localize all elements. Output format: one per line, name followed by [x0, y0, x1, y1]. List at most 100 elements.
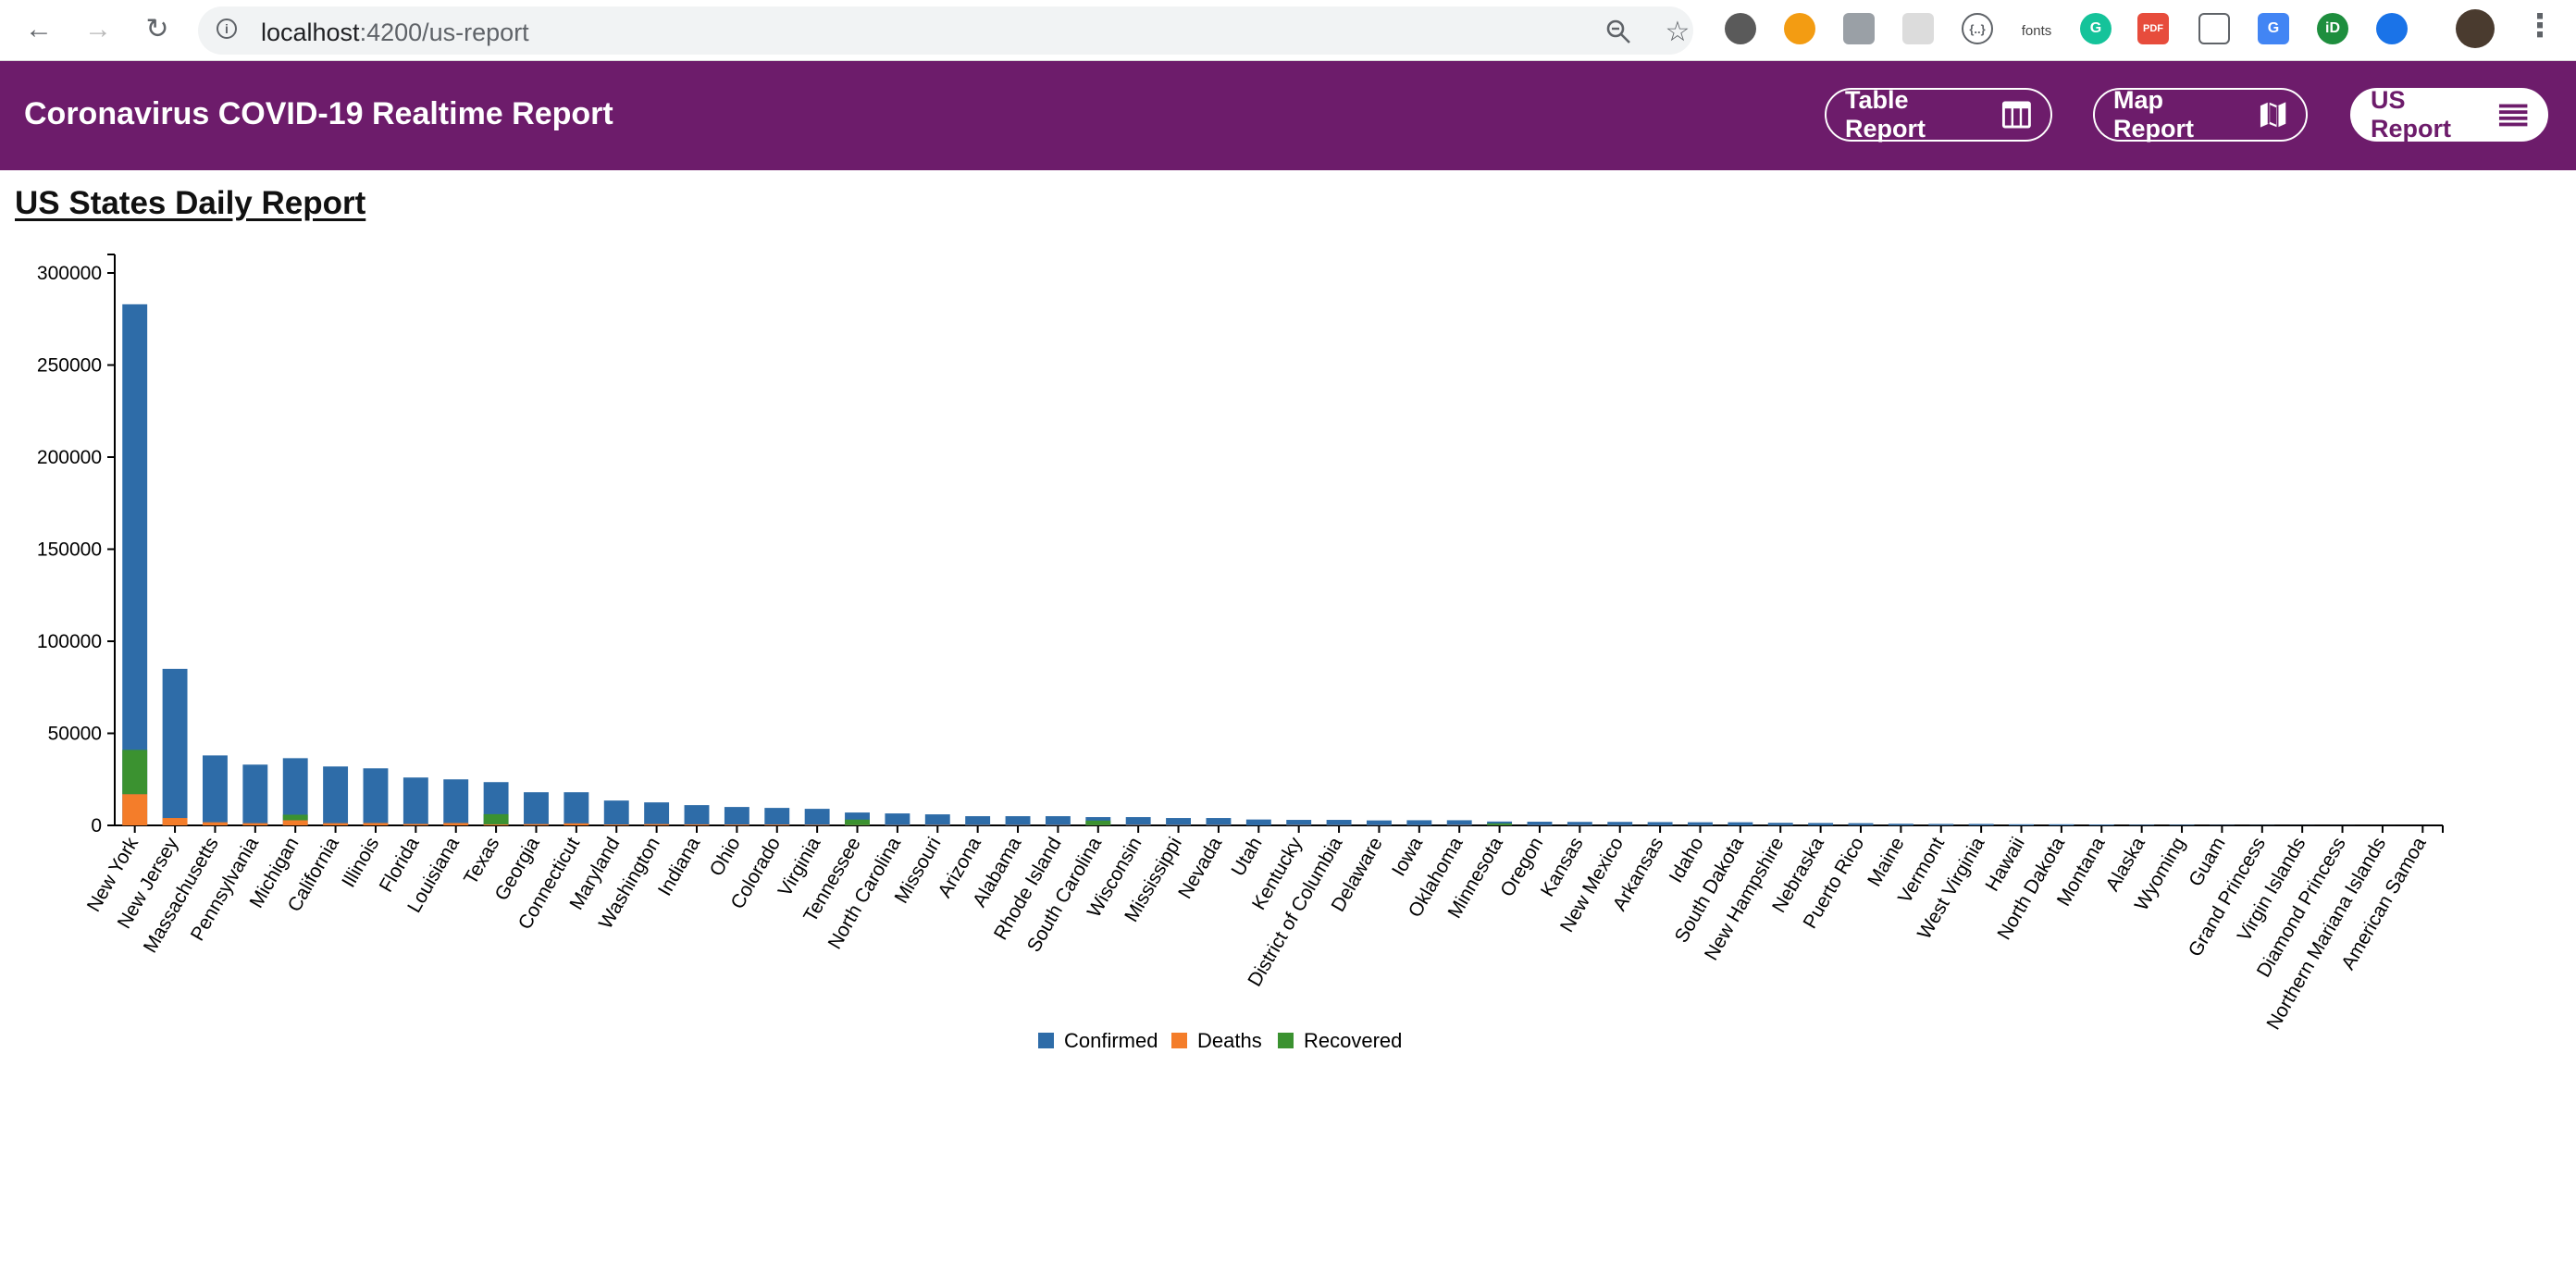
bar-deaths [564, 823, 589, 825]
bar-confirmed [1888, 824, 1913, 825]
bar-confirmed [1567, 822, 1592, 825]
bar-recovered [483, 813, 509, 824]
globe-extension-icon[interactable] [2376, 13, 2408, 44]
bar-confirmed [965, 816, 991, 825]
url-text[interactable]: localhost:4200/us-report [261, 19, 529, 47]
legend-swatch-confirmed [1038, 1033, 1054, 1048]
y-tick-label: 100000 [37, 631, 102, 652]
eyedropper-extension-icon[interactable] [2198, 13, 2230, 44]
bar-confirmed [885, 813, 910, 825]
bar-deaths [122, 794, 148, 825]
us-report-button[interactable]: US Report [2350, 86, 2548, 143]
bar-confirmed [282, 758, 308, 825]
bar-confirmed [443, 779, 469, 825]
bar-confirmed [1527, 822, 1553, 825]
forward-arrow-icon[interactable]: → [84, 14, 112, 44]
zoom-icon[interactable] [1603, 16, 1634, 47]
extension-circle-icon[interactable] [1725, 13, 1756, 44]
json-extension-icon[interactable]: {..} [1962, 13, 1993, 44]
y-tick-label: 150000 [37, 539, 102, 561]
menu-icon [2498, 104, 2528, 127]
bar-confirmed [524, 792, 549, 825]
bookmark-star-icon[interactable]: ☆ [1665, 16, 1690, 47]
bar-deaths [644, 824, 670, 825]
bar-confirmed [764, 808, 790, 825]
reload-icon[interactable]: ↻ [145, 14, 169, 44]
url-path: :4200/us-report [359, 19, 529, 46]
bar-confirmed [1367, 820, 1392, 825]
translate-extension-icon[interactable]: G [2258, 13, 2289, 44]
pdf-extension-icon[interactable]: PDF [2137, 13, 2169, 44]
bar-deaths [443, 823, 469, 825]
bar-confirmed [2049, 824, 2074, 825]
bar-deaths [203, 822, 228, 825]
legend-swatch-deaths [1171, 1033, 1187, 1048]
react-extension-icon[interactable] [1902, 13, 1934, 44]
page-title: US States Daily Report [15, 185, 366, 221]
bar-confirmed [804, 809, 830, 825]
bar-deaths [603, 824, 629, 825]
bar-confirmed [402, 777, 428, 825]
x-tick-label: Texas [460, 834, 503, 888]
bar-recovered [1085, 820, 1111, 825]
bar-confirmed [2169, 824, 2195, 825]
bar-recovered [845, 819, 870, 825]
bar-confirmed [242, 764, 268, 825]
bar-deaths [162, 818, 188, 825]
bar-deaths [804, 824, 830, 825]
bar-confirmed [1688, 822, 1713, 825]
bar-confirmed [1607, 822, 1633, 825]
bar-confirmed [1808, 823, 1834, 825]
bar-confirmed [1166, 818, 1191, 825]
site-info-icon[interactable]: i [217, 19, 237, 39]
table-report-button[interactable]: Table Report [1825, 86, 2052, 143]
bar-confirmed [684, 805, 710, 825]
bar-confirmed [1928, 824, 1954, 825]
map-report-button[interactable]: Map Report [2093, 86, 2308, 143]
bar-confirmed [924, 814, 950, 825]
url-host: localhost [261, 19, 360, 46]
camera-extension-icon[interactable] [1843, 13, 1875, 44]
y-tick-label: 250000 [37, 355, 102, 377]
browser-menu-icon[interactable]: ⋮ [2524, 8, 2556, 43]
bar-deaths [684, 824, 710, 825]
bar-confirmed [1286, 820, 1312, 825]
x-tick-label: Ohio [706, 834, 745, 880]
bar-confirmed [203, 755, 228, 825]
bar-deaths [483, 824, 509, 825]
bar-confirmed [1767, 823, 1793, 825]
lightbulb-extension-icon[interactable] [1784, 13, 1815, 44]
bar-confirmed [1406, 820, 1432, 825]
bar-confirmed [1647, 822, 1673, 825]
legend-label-recovered: Recovered [1304, 1029, 1402, 1052]
bar-deaths [724, 824, 749, 825]
address-bar[interactable]: i localhost:4200/us-report ☆ [198, 6, 1693, 55]
grammarly-extension-icon[interactable]: G [2080, 13, 2112, 44]
bar-recovered [122, 750, 148, 795]
bar-deaths [323, 823, 349, 825]
fonts-extension-icon[interactable]: fonts [2021, 22, 2052, 39]
bar-confirmed [724, 807, 749, 825]
legend-swatch-recovered [1278, 1033, 1294, 1048]
bar-confirmed [323, 766, 349, 825]
profile-avatar[interactable] [2456, 9, 2495, 48]
bar-confirmed [2129, 824, 2155, 825]
bar-confirmed [644, 802, 670, 825]
legend-label-confirmed: Confirmed [1064, 1029, 1158, 1052]
x-tick-label: Utah [1228, 834, 1267, 880]
map-report-label: Map Report [2113, 86, 2194, 143]
back-arrow-icon[interactable]: ← [25, 14, 53, 44]
x-tick-label: Idaho [1666, 834, 1708, 886]
bar-deaths [764, 824, 790, 825]
bar-confirmed [2088, 824, 2114, 825]
bar-confirmed [2009, 824, 2034, 825]
browser-toolbar: ← → ↻ i localhost:4200/us-report ☆ {..} … [0, 0, 2576, 61]
bar-confirmed [162, 668, 188, 825]
bar-confirmed [363, 768, 389, 825]
us-states-chart: 0 50000 100000 150000 200000 250000 300000 New … [0, 231, 2576, 1083]
bar-confirmed [1848, 823, 1874, 825]
bar-confirmed [1968, 824, 1994, 825]
y-tick-label: 50000 [48, 724, 102, 745]
id-extension-icon[interactable]: iD [2317, 13, 2348, 44]
bar-confirmed [564, 792, 589, 825]
